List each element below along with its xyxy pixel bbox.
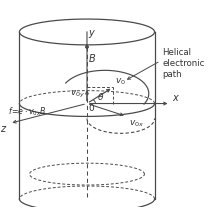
Text: $v_{0y}$: $v_{0y}$: [70, 89, 85, 100]
Text: $v_{0x}$: $v_{0x}$: [129, 118, 144, 129]
Text: $v_0$: $v_0$: [115, 76, 127, 87]
Text: z: z: [0, 124, 6, 134]
Text: 0: 0: [88, 104, 94, 113]
Text: $f\!=\!e\cdot v_{0x}B$: $f\!=\!e\cdot v_{0x}B$: [8, 106, 47, 118]
Text: Helical
electronic
path: Helical electronic path: [163, 48, 205, 79]
Text: y: y: [89, 28, 94, 38]
Text: B: B: [89, 54, 96, 64]
Text: $\theta$: $\theta$: [97, 91, 105, 102]
Text: x: x: [173, 92, 178, 103]
